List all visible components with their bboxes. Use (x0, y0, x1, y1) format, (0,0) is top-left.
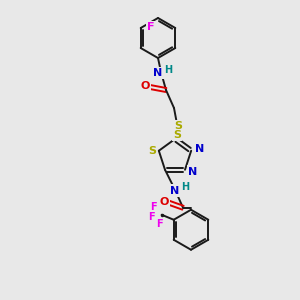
Text: O: O (159, 197, 169, 207)
Text: F: F (148, 212, 155, 222)
Text: O: O (140, 81, 150, 91)
Text: N: N (188, 167, 198, 177)
Text: S: S (173, 130, 181, 140)
Text: F: F (156, 219, 163, 229)
Text: S: S (174, 121, 182, 131)
Text: N: N (194, 144, 204, 154)
Text: F: F (147, 22, 154, 32)
Text: N: N (170, 186, 180, 196)
Text: F: F (150, 202, 157, 212)
Text: H: H (181, 182, 189, 192)
Text: N: N (153, 68, 163, 78)
Text: S: S (148, 146, 156, 156)
Text: H: H (164, 65, 172, 75)
